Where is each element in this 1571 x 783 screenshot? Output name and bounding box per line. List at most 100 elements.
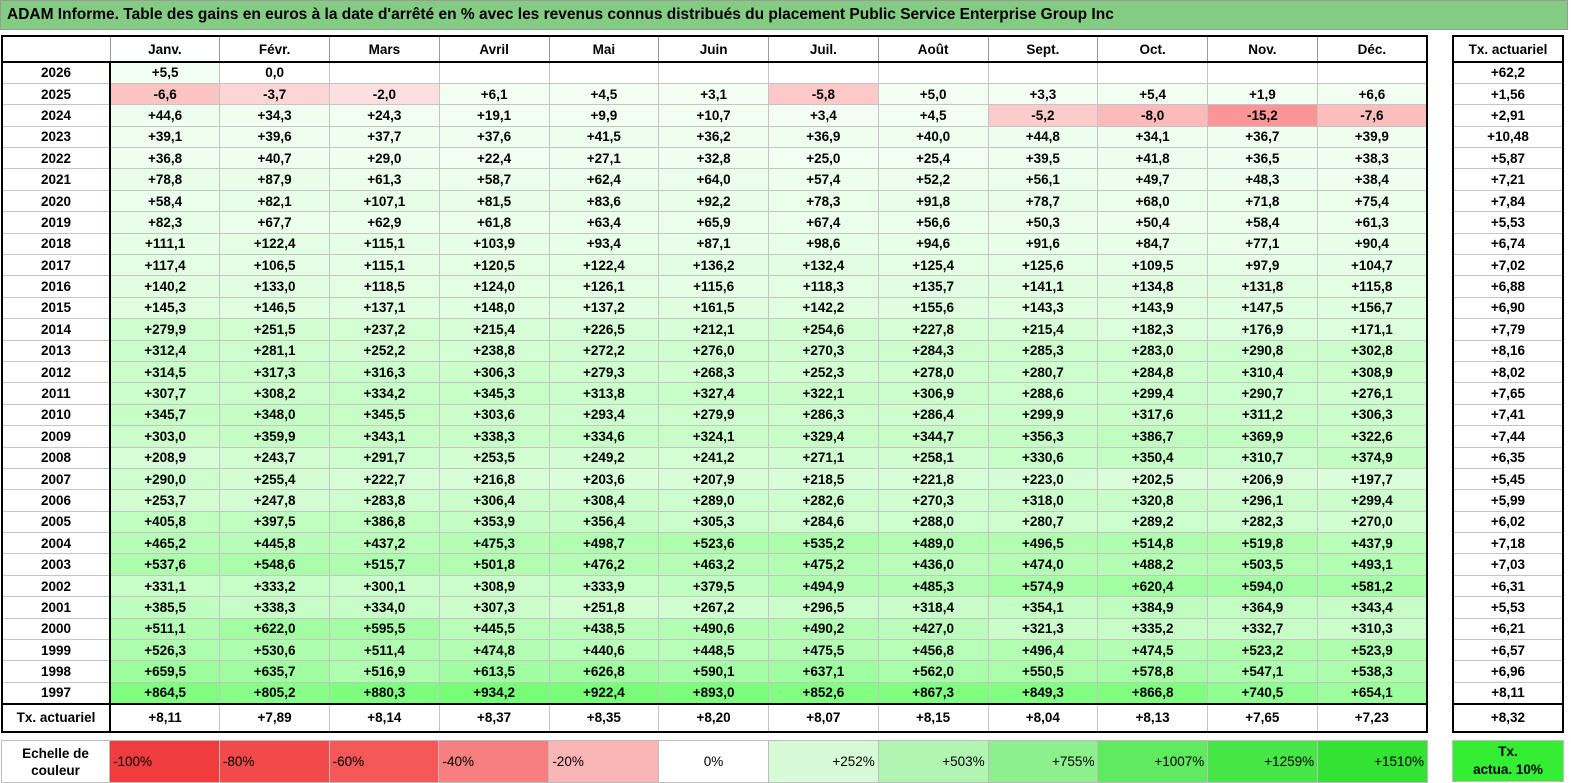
gain-cell: +1,9 [1207, 82, 1318, 106]
gain-cell: +445,5 [438, 617, 550, 641]
table-row: +7,03 [1452, 553, 1564, 576]
table-row: 2022 +36,8 +40,7 +29,0 +22,4 +27,1 +32,8 +25,0 +… [1, 147, 1428, 170]
gain-cell: +437,9 [1316, 532, 1428, 555]
gain-cell: +308,9 [438, 574, 550, 598]
table-row: 2006 +253,7 +247,8 +283,8 +306,4 +308,4 +289,0… [1, 489, 1428, 512]
gain-cell: +36,5 [1207, 147, 1318, 170]
gain-cell: +106,5 [219, 254, 330, 277]
gain-cell: +276,0 [658, 339, 769, 362]
year-cell: 2011 [1, 382, 111, 405]
table-row: +5,53 [1452, 211, 1564, 234]
gain-cell: +39,9 [1316, 125, 1428, 149]
gain-cell [329, 61, 440, 84]
year-rate-cell: +7,41 [1452, 403, 1564, 427]
color-scale-swatch: +252% [767, 740, 879, 783]
gain-cell: +249,2 [548, 446, 660, 469]
year-cell: 2000 [1, 617, 111, 641]
gain-cell: +215,4 [438, 318, 550, 341]
gain-cell: +386,7 [1097, 425, 1208, 448]
gain-cell: +498,7 [548, 532, 660, 555]
gain-cell: +267,2 [658, 596, 769, 619]
gain-cell: +124,0 [438, 275, 550, 298]
gain-cell: +253,7 [109, 489, 221, 512]
gain-cell: +90,4 [1316, 232, 1428, 256]
month-header: Févr. [219, 35, 330, 63]
gain-cell: +202,5 [1097, 467, 1208, 491]
gain-cell: +620,4 [1097, 574, 1208, 598]
gain-cell: +519,8 [1207, 532, 1318, 555]
gain-cell: +356,4 [548, 510, 660, 534]
color-scale-swatch: 0% [658, 740, 769, 783]
gain-cell: +37,7 [329, 125, 440, 149]
month-header: Juin [658, 35, 769, 63]
table-row: 2018 +111,1 +122,4 +115,1 +103,9 +93,4 +87,1 +9… [1, 232, 1428, 256]
table-row: +6,21 [1452, 617, 1564, 641]
table-row: +7,02 [1452, 254, 1564, 277]
gain-cell: +356,3 [987, 425, 1099, 448]
gain-cell: +125,6 [987, 254, 1099, 277]
gain-cell: +37,6 [438, 125, 550, 149]
gain-cell: +5,4 [1097, 82, 1208, 106]
gain-cell: +9,9 [548, 104, 660, 127]
gain-cell: +155,6 [877, 296, 989, 320]
gain-cell: -5,8 [768, 82, 879, 106]
gain-cell: +134,8 [1097, 275, 1208, 298]
gain-cell: +305,3 [658, 510, 769, 534]
gain-cell: +237,2 [329, 318, 440, 341]
month-header: Nov. [1207, 35, 1318, 63]
gain-cell: +251,5 [219, 318, 330, 341]
gain-cell: +136,2 [658, 254, 769, 277]
gain-cell: +137,2 [548, 296, 660, 320]
color-scale-label-line2: couleur [31, 762, 80, 778]
year-cell: 2014 [1, 318, 111, 341]
year-rate-cell: +6,35 [1452, 446, 1564, 469]
gain-cell: +311,2 [1207, 403, 1318, 427]
gain-cell: +65,9 [658, 211, 769, 234]
table-row: 2026 +5,5 0,0 [1, 61, 1428, 84]
footer-row: +8,32 [1452, 702, 1564, 733]
gain-cell: +120,5 [438, 254, 550, 277]
gain-cell: +299,9 [987, 403, 1099, 427]
footer-row: Tx. actuariel +8,11 +7,89 +8,14 +8,37 +8,35 +8… [1, 702, 1428, 733]
gain-cell: +474,5 [1097, 639, 1208, 662]
gain-cell: +87,1 [658, 232, 769, 256]
gain-cell [987, 61, 1099, 84]
gain-cell: +218,5 [768, 467, 879, 491]
gain-cell: +68,0 [1097, 189, 1208, 213]
gain-cell [1316, 61, 1428, 84]
year-cell: 2001 [1, 596, 111, 619]
table-row: +6,35 [1452, 446, 1564, 469]
gain-cell: -7,6 [1316, 104, 1428, 127]
gains-table: Janv. Févr. Mars Avril Mai Juin Juil. Août Sept.… [1, 35, 1428, 733]
gain-cell: +61,3 [329, 168, 440, 191]
year-cell: 2006 [1, 489, 111, 512]
gain-cell: +71,8 [1207, 189, 1318, 213]
table-row: 2001 +385,5 +338,3 +334,0 +307,3 +251,8 +267,2… [1, 596, 1428, 619]
gain-cell: +488,2 [1097, 553, 1208, 576]
month-header: Juil. [768, 35, 879, 63]
gain-cell: +489,0 [877, 532, 989, 555]
month-rate-cell: +8,35 [548, 702, 660, 733]
gain-cell: +740,5 [1207, 681, 1318, 705]
year-rate-cell: +5,87 [1452, 147, 1564, 170]
gain-cell: +595,5 [329, 617, 440, 641]
gain-cell: +78,7 [987, 189, 1099, 213]
gain-cell: +41,5 [548, 125, 660, 149]
gain-cell: +379,5 [658, 574, 769, 598]
table-row: +7,41 [1452, 403, 1564, 427]
gain-cell: +215,4 [987, 318, 1099, 341]
table-row: +6,96 [1452, 660, 1564, 683]
gain-cell: +206,9 [1207, 467, 1318, 491]
gain-cell: +281,1 [219, 339, 330, 362]
gain-cell: +56,6 [877, 211, 989, 234]
gain-cell: -2,0 [329, 82, 440, 106]
gain-cell: +212,1 [658, 318, 769, 341]
gain-cell: +107,1 [329, 189, 440, 213]
gain-cell: +282,6 [768, 489, 879, 512]
gain-cell: +289,0 [658, 489, 769, 512]
gain-cell: +36,2 [658, 125, 769, 149]
gain-cell: +369,9 [1207, 425, 1318, 448]
color-scale-label-line1: Echelle de [22, 745, 89, 761]
gain-cell: +48,3 [1207, 168, 1318, 191]
gain-cell: +109,5 [1097, 254, 1208, 277]
